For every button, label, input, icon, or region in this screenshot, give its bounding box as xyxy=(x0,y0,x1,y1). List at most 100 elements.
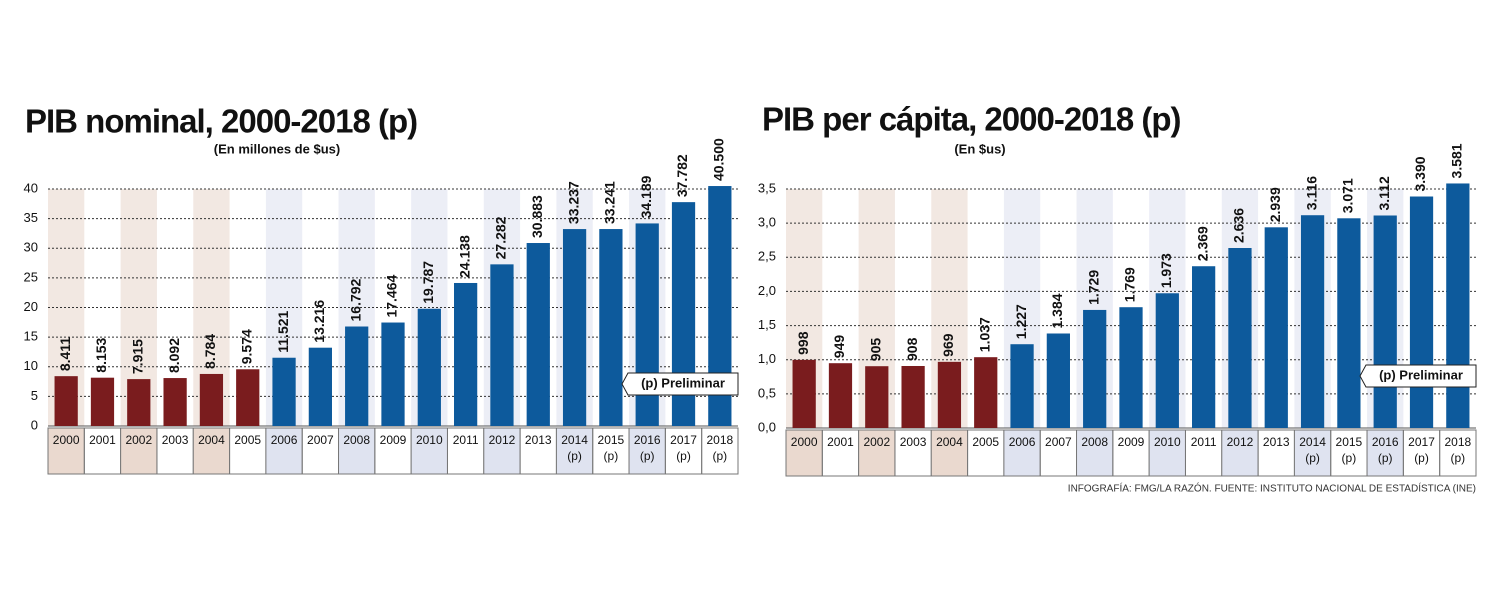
value-label: 1.769 xyxy=(1122,267,1138,302)
category-cell xyxy=(931,430,968,476)
y-tick-label: 35 xyxy=(24,210,38,225)
value-label: 8.784 xyxy=(202,334,218,369)
y-tick-label: 15 xyxy=(24,329,38,344)
value-label: 3.581 xyxy=(1449,143,1465,178)
bar xyxy=(526,243,550,426)
value-label: 2.939 xyxy=(1267,187,1283,222)
x-tick-label: 2013 xyxy=(525,433,552,447)
category-cell xyxy=(858,430,895,476)
bar xyxy=(345,326,369,426)
category-cell xyxy=(1367,430,1404,476)
bar xyxy=(1083,309,1107,428)
bar xyxy=(1119,307,1143,428)
x-tick-label: 2006 xyxy=(271,433,298,447)
bar xyxy=(1446,183,1470,428)
bar xyxy=(1010,344,1034,428)
x-tick-label: 2005 xyxy=(234,433,261,447)
value-label: 33.237 xyxy=(565,181,581,224)
value-label: 34.189 xyxy=(638,175,654,218)
y-tick-label: 0 xyxy=(31,417,38,432)
x-tick-label: 2014 (p) xyxy=(1299,435,1326,465)
bar xyxy=(199,373,224,426)
category-cell xyxy=(265,428,303,474)
x-tick-label: 2015 (p) xyxy=(598,433,625,463)
x-tick-label: 2005 xyxy=(972,435,999,449)
bar xyxy=(1264,227,1288,428)
x-tick-label: 2016 (p) xyxy=(634,433,661,463)
value-label: 2.369 xyxy=(1194,226,1210,261)
bar xyxy=(490,264,514,426)
category-cell xyxy=(629,428,666,474)
bar xyxy=(937,361,962,428)
category-cell xyxy=(1149,430,1186,476)
value-label: 9.574 xyxy=(238,329,254,364)
value-label: 998 xyxy=(795,331,811,355)
x-tick-label: 2017 (p) xyxy=(670,433,697,463)
category-cell xyxy=(556,428,593,474)
x-tick-label: 2012 xyxy=(1227,435,1254,449)
value-label: 3.116 xyxy=(1303,176,1319,210)
x-tick-label: 2000 xyxy=(53,433,80,447)
bar xyxy=(974,357,998,428)
y-tick-label: 3,5 xyxy=(758,180,776,195)
x-tick-label: 2006 xyxy=(1009,435,1036,449)
value-label: 969 xyxy=(940,333,956,357)
x-tick-label: 2012 xyxy=(489,433,516,447)
value-label: 8.411 xyxy=(57,337,73,371)
x-tick-label: 2007 xyxy=(307,433,334,447)
x-tick-label: 2002 xyxy=(125,433,152,447)
value-label: 8.092 xyxy=(166,338,182,373)
value-label: 2.636 xyxy=(1231,208,1247,243)
x-tick-label: 2008 xyxy=(1081,435,1108,449)
bar xyxy=(865,366,889,428)
x-tick-label: 2014 (p) xyxy=(561,433,588,463)
x-tick-label: 2004 xyxy=(198,433,225,447)
chart-subtitle: (En millones de $us) xyxy=(214,141,340,156)
value-label: 1.973 xyxy=(1158,253,1174,288)
x-tick-label: 2015 (p) xyxy=(1336,435,1363,465)
category-cell xyxy=(483,428,521,474)
category-cell xyxy=(120,428,157,474)
value-label: 1.227 xyxy=(1013,304,1029,339)
bar xyxy=(671,202,696,426)
bar xyxy=(635,223,659,426)
y-tick-label: 40 xyxy=(24,180,38,195)
bar xyxy=(708,186,732,426)
annotation: (p) Preliminar xyxy=(641,375,725,390)
y-tick-label: 25 xyxy=(24,269,38,284)
value-label: 33.241 xyxy=(602,181,618,224)
value-label: 19.787 xyxy=(420,261,436,304)
x-tick-label: 2001 xyxy=(827,435,854,449)
value-label: 37.782 xyxy=(674,154,690,197)
x-tick-label: 2003 xyxy=(900,435,927,449)
category-cell xyxy=(1003,430,1041,476)
value-label: 1.384 xyxy=(1049,293,1065,328)
x-tick-label: 2000 xyxy=(791,435,818,449)
x-tick-label: 2013 xyxy=(1263,435,1290,449)
bar xyxy=(901,365,925,428)
value-label: 13.216 xyxy=(311,300,327,343)
y-tick-label: 20 xyxy=(24,299,38,314)
y-tick-label: 2,0 xyxy=(758,283,776,298)
x-tick-label: 2010 xyxy=(1154,435,1181,449)
value-label: 3.071 xyxy=(1340,178,1356,213)
y-tick-label: 3,0 xyxy=(758,215,776,230)
x-tick-label: 2001 xyxy=(89,433,116,447)
value-label: 40.500 xyxy=(711,138,727,181)
value-label: 3.390 xyxy=(1412,156,1428,191)
x-tick-label: 2002 xyxy=(863,435,890,449)
bar xyxy=(1192,266,1216,428)
bar xyxy=(1409,196,1434,428)
chart-subtitle: (En $us) xyxy=(954,141,1005,156)
y-tick-label: 30 xyxy=(24,240,38,255)
bar xyxy=(54,376,78,426)
value-label: 11.521 xyxy=(275,310,291,352)
value-label: 17.464 xyxy=(384,274,400,317)
category-cell xyxy=(1076,430,1113,476)
y-tick-label: 5 xyxy=(31,388,38,403)
bar xyxy=(163,378,187,426)
x-tick-label: 2010 xyxy=(416,433,443,447)
bar xyxy=(127,379,151,426)
value-label: 949 xyxy=(831,335,847,359)
